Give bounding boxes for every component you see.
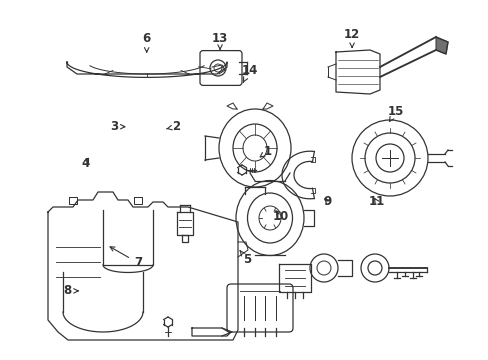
Text: 13: 13 xyxy=(211,32,228,49)
Text: 11: 11 xyxy=(367,195,384,208)
Text: 6: 6 xyxy=(142,32,150,52)
Text: 1: 1 xyxy=(260,145,271,158)
Text: 2: 2 xyxy=(166,120,180,133)
Text: 15: 15 xyxy=(387,105,404,121)
Text: 9: 9 xyxy=(323,195,331,208)
Polygon shape xyxy=(435,37,447,54)
Text: 14: 14 xyxy=(241,64,257,82)
Text: 4: 4 xyxy=(81,157,89,170)
Text: 3: 3 xyxy=(110,120,124,133)
Text: 8: 8 xyxy=(63,284,78,297)
Text: 5: 5 xyxy=(240,251,250,266)
Text: 12: 12 xyxy=(343,28,360,48)
Text: 7: 7 xyxy=(110,247,142,269)
Text: 10: 10 xyxy=(272,210,289,222)
